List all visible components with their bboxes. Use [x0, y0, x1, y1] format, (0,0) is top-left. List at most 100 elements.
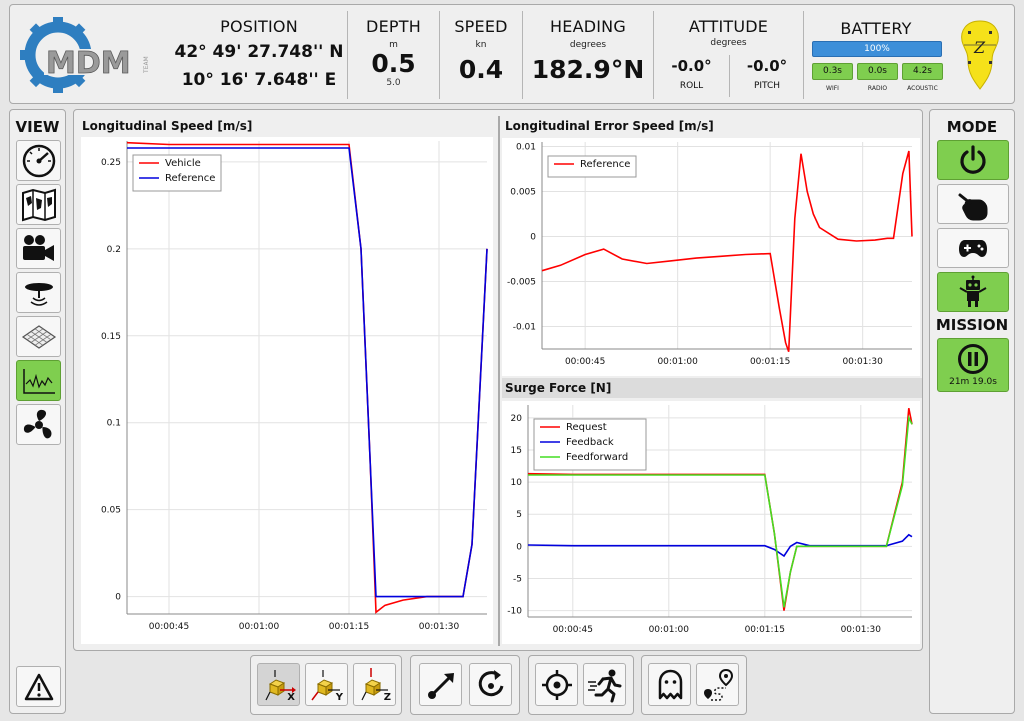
- move-z-button[interactable]: Z: [353, 663, 396, 706]
- attitude-divider: [729, 55, 730, 97]
- move-y-icon: [311, 670, 340, 701]
- depth-section: DEPTH m 0.5 5.0: [347, 11, 439, 99]
- target-toolbar: [528, 655, 634, 715]
- speed-section: SPEED kn 0.4: [439, 11, 522, 99]
- charts-area: Longitudinal Speed [m/s] Longitudinal Er…: [73, 109, 923, 651]
- target-button[interactable]: [535, 663, 578, 706]
- surge-title-bar: [502, 378, 922, 398]
- move-x-button[interactable]: X: [257, 663, 300, 706]
- wifi-label: WIFI: [826, 85, 839, 92]
- y-tick-label: 0.01: [516, 143, 536, 153]
- y-tick-label: 0.1: [107, 419, 121, 429]
- chart-icon: [22, 368, 55, 394]
- latitude-value: 42° 49' 27.748'' N: [174, 42, 344, 62]
- route-button[interactable]: [696, 663, 739, 706]
- series-line-reference: [127, 147, 488, 598]
- view-panel: VIEW: [9, 109, 66, 714]
- x-tick-label: 00:01:30: [842, 357, 883, 367]
- mode-manual-button[interactable]: [937, 184, 1009, 224]
- rotate-button[interactable]: [469, 663, 512, 706]
- crosshair-icon: [542, 670, 572, 700]
- depth-sub-value: 5.0: [386, 78, 401, 88]
- y-tick-label: 15: [511, 446, 522, 456]
- y-tick-label: 10: [511, 478, 523, 488]
- long-error-chart[interactable]: -0.01 -0.005 0 0.005 0.01 00:00:45 00:01:00 00:…: [502, 138, 920, 376]
- team-badge-icon: Z: [954, 17, 1006, 93]
- y-tick-label: -5: [513, 574, 522, 584]
- mission-title: MISSION: [935, 316, 1009, 334]
- roll-label: ROLL: [679, 81, 704, 91]
- hand-icon: [958, 193, 988, 221]
- heading-value: 182.9°N: [531, 55, 645, 84]
- view-video-button[interactable]: [16, 228, 61, 269]
- follow-button[interactable]: [583, 663, 626, 706]
- depth-unit: m: [389, 40, 398, 50]
- axis-toolbar: X Y Z: [250, 655, 402, 715]
- mdm-logo: MDM TEAM: [20, 13, 160, 97]
- x-tick-label: 00:01:00: [657, 357, 698, 367]
- mode-power-button[interactable]: [937, 140, 1009, 180]
- long-speed-title: Longitudinal Speed [m/s]: [82, 119, 253, 133]
- acoustic-label: ACOUSTIC: [907, 85, 938, 92]
- mode-autonomous-button[interactable]: [937, 272, 1009, 312]
- y-tick-label: 0.005: [510, 188, 536, 198]
- speedometer-icon: [22, 144, 55, 177]
- move-z-icon: [361, 668, 388, 701]
- speed-unit: kn: [475, 40, 487, 50]
- mode-title: MODE: [946, 118, 998, 136]
- move-x-icon: [265, 670, 296, 701]
- svg-text:TEAM: TEAM: [143, 56, 150, 74]
- x-tick-label: 00:00:45: [553, 625, 593, 635]
- pitch-label: PITCH: [753, 81, 781, 91]
- depth-value: 0.5: [371, 49, 416, 78]
- heading-unit: degrees: [569, 40, 607, 50]
- acoustic-latency: 4.2s: [902, 63, 943, 80]
- pitch-value: -0.0°: [746, 57, 788, 75]
- charts-splitter[interactable]: [498, 116, 500, 646]
- position-section: POSITION 42° 49' 27.748'' N 10° 16' 7.64…: [170, 11, 348, 99]
- surge-chart[interactable]: -10 -5 0 5 10 15 20 00:00:45 00:01:00 00:01:15 00:…: [502, 401, 920, 644]
- terrain-grid-icon: [21, 324, 56, 349]
- legend-box: [132, 154, 222, 192]
- y-tick-label: 0.25: [101, 158, 121, 168]
- roll-value: -0.0°: [671, 57, 712, 75]
- move-y-button[interactable]: Y: [305, 663, 348, 706]
- video-camera-icon: [22, 234, 54, 261]
- radio-latency: 0.0s: [857, 63, 898, 80]
- view-sonar-button[interactable]: [16, 272, 61, 313]
- view-map-button[interactable]: [16, 184, 61, 225]
- view-charts-button[interactable]: [16, 360, 61, 401]
- status-header: MDM TEAM POSITION 42° 49' 27.748'' N 10°…: [9, 4, 1015, 104]
- axis-x-label: X: [287, 692, 295, 703]
- long-speed-chart[interactable]: 0 0.05 0.1 0.15 0.2 0.25 00:00:45 00:01:00 00:01…: [81, 137, 493, 644]
- mode-joystick-button[interactable]: [937, 228, 1009, 268]
- mission-toolbar: [641, 655, 747, 715]
- power-icon: [960, 145, 986, 174]
- series-line-feedforward: [528, 414, 913, 608]
- battery-level-bar: 100%: [812, 41, 942, 57]
- plot-background: [81, 137, 493, 644]
- speed-value: 0.4: [458, 55, 504, 84]
- rotate-icon: [478, 670, 504, 697]
- long-error-title: Longitudinal Error Speed [m/s]: [505, 119, 714, 133]
- view-thrusters-button[interactable]: [16, 404, 61, 445]
- motion-toolbar: [410, 655, 520, 715]
- translate-button[interactable]: [419, 663, 462, 706]
- legend-box: [547, 155, 637, 178]
- ghost-button[interactable]: [648, 663, 691, 706]
- x-tick-label: 00:01:00: [649, 625, 690, 635]
- view-dashboard-button[interactable]: [16, 140, 61, 181]
- axis-z-label: Z: [383, 692, 391, 703]
- alert-button[interactable]: [16, 666, 61, 707]
- attitude-section: ATTITUDE degrees -0.0° ROLL -0.0° PITCH: [653, 11, 803, 99]
- view-terrain-button[interactable]: [16, 316, 61, 357]
- axis-y-label: Y: [335, 692, 343, 703]
- gamepad-icon: [959, 240, 987, 257]
- warning-icon: [24, 673, 53, 700]
- svg-text:Z: Z: [973, 38, 986, 57]
- legend-label: Feedforward: [566, 452, 628, 463]
- view-title: VIEW: [15, 118, 60, 136]
- mission-pause-button[interactable]: 21m 19.0s: [937, 338, 1009, 392]
- heading-title: HEADING: [550, 17, 626, 36]
- y-tick-label: 0.15: [101, 332, 121, 342]
